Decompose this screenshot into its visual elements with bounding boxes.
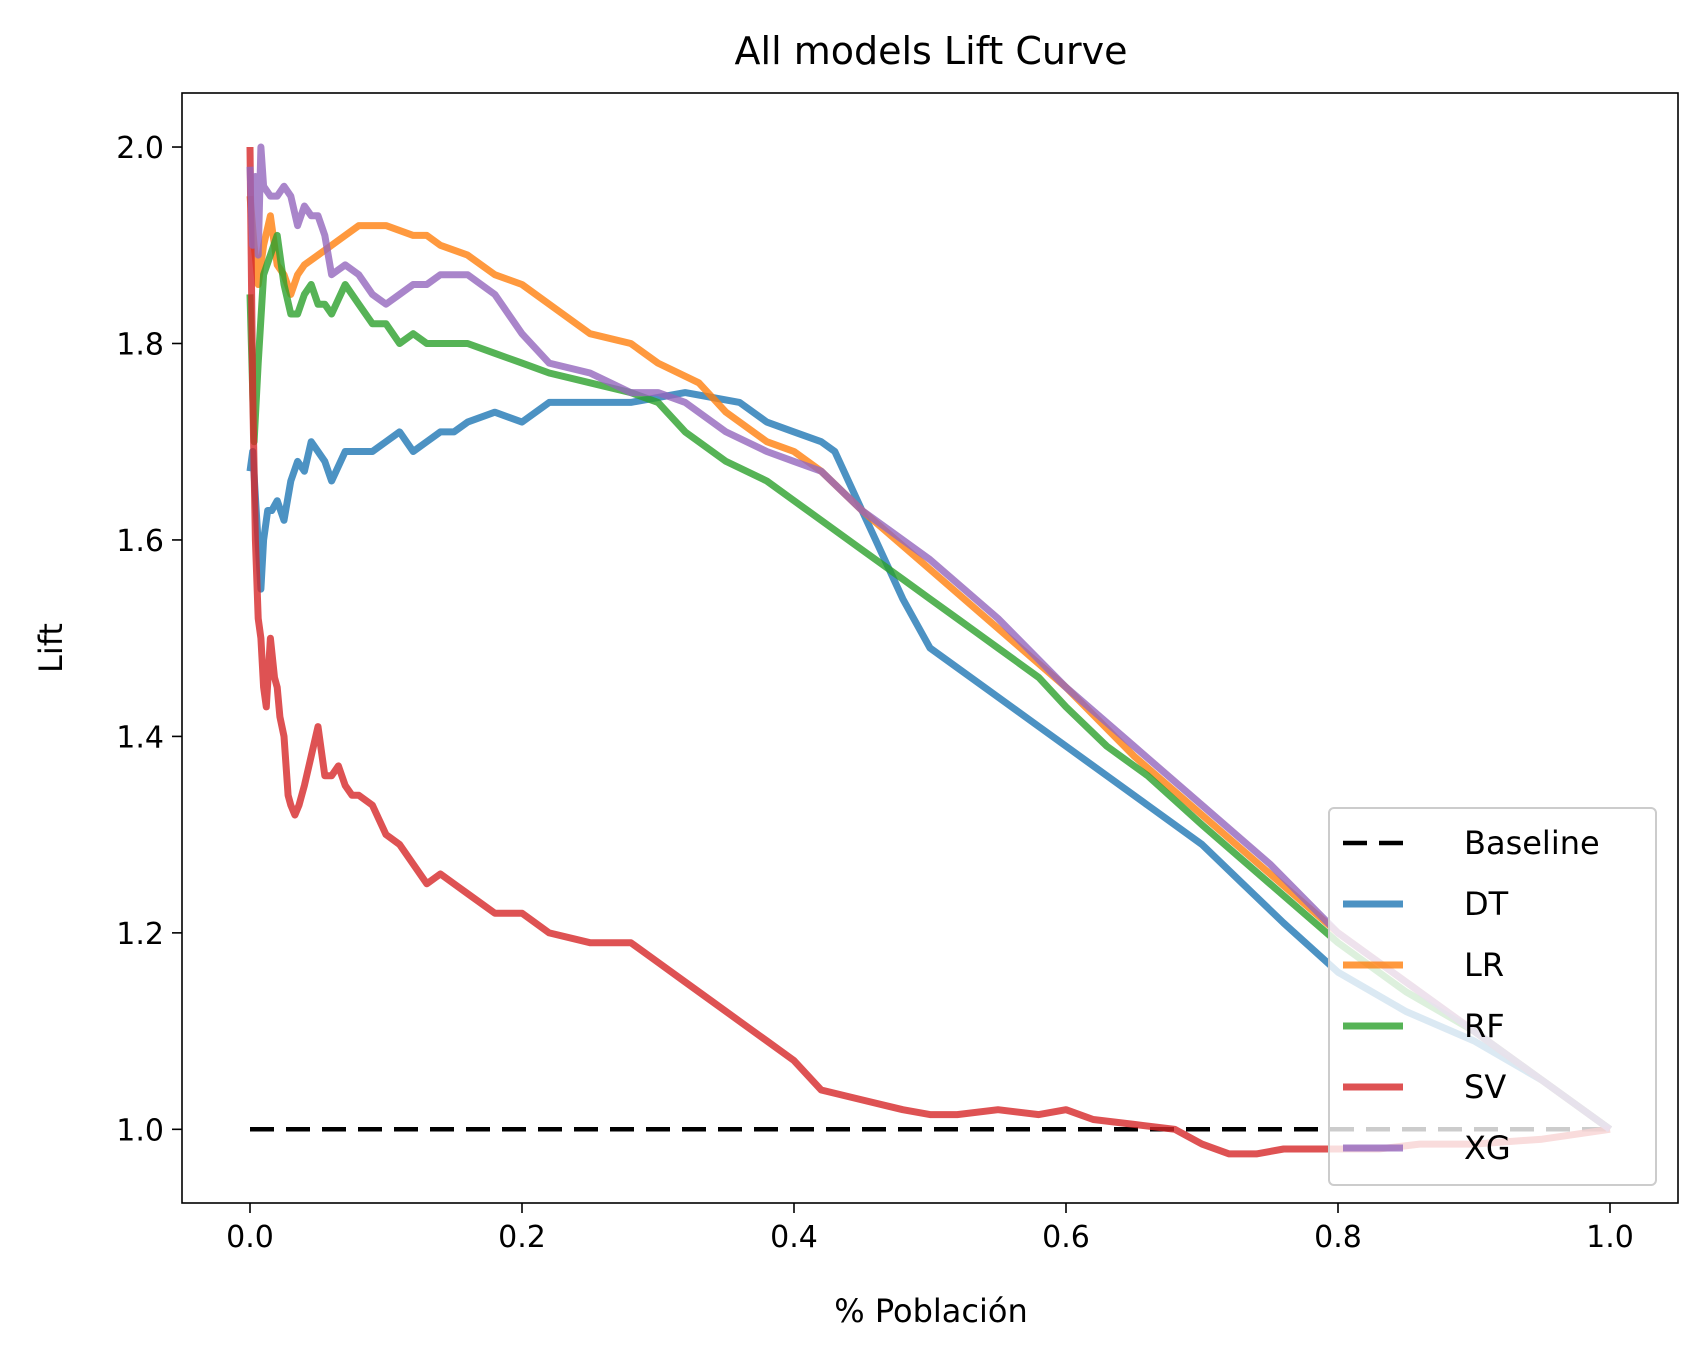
x-tick-label: 0.4 (770, 1220, 818, 1255)
series-line-xg (246, 143, 1613, 1133)
series-line-lr (246, 195, 1613, 1133)
x-axis-label: % Población (834, 1292, 1027, 1330)
y-tick-label: 1.2 (116, 917, 164, 952)
x-tick-label: 0.2 (498, 1220, 546, 1255)
y-axis: 1.0 1.2 1.4 1.6 1.8 2.0 (116, 131, 182, 1148)
x-tick-label: 0.6 (1042, 1220, 1090, 1255)
legend-label-baseline: Baseline (1464, 824, 1600, 862)
x-tick-label: 1.0 (1586, 1220, 1634, 1255)
series-line-rf (246, 231, 1613, 1133)
series-line-sv (246, 146, 1611, 1158)
y-tick-label: 2.0 (116, 131, 164, 166)
x-tick-label: 0.8 (1314, 1220, 1362, 1255)
y-axis-label: Lift (32, 623, 70, 673)
chart-title: All models Lift Curve (735, 29, 1128, 73)
legend-box (1328, 807, 1657, 1186)
series-layer (246, 143, 1613, 1158)
legend: Baseline DT LR RF SV XG (1328, 807, 1657, 1186)
legend-label-dt: DT (1464, 885, 1509, 923)
legend-label-sv: SV (1464, 1068, 1506, 1106)
y-tick-label: 1.0 (116, 1113, 164, 1148)
legend-label-rf: RF (1464, 1007, 1505, 1045)
y-tick-label: 1.8 (116, 327, 164, 362)
legend-label-lr: LR (1464, 946, 1504, 984)
y-tick-label: 1.4 (116, 720, 164, 755)
plot-frame (181, 92, 1679, 1204)
series-line-dt (246, 389, 1613, 1133)
x-tick-label: 0.0 (226, 1220, 274, 1255)
x-axis: 0.0 0.2 0.4 0.6 0.8 1.0 (226, 1203, 1634, 1255)
y-tick-label: 1.6 (116, 524, 164, 559)
legend-label-xg: XG (1464, 1129, 1511, 1167)
